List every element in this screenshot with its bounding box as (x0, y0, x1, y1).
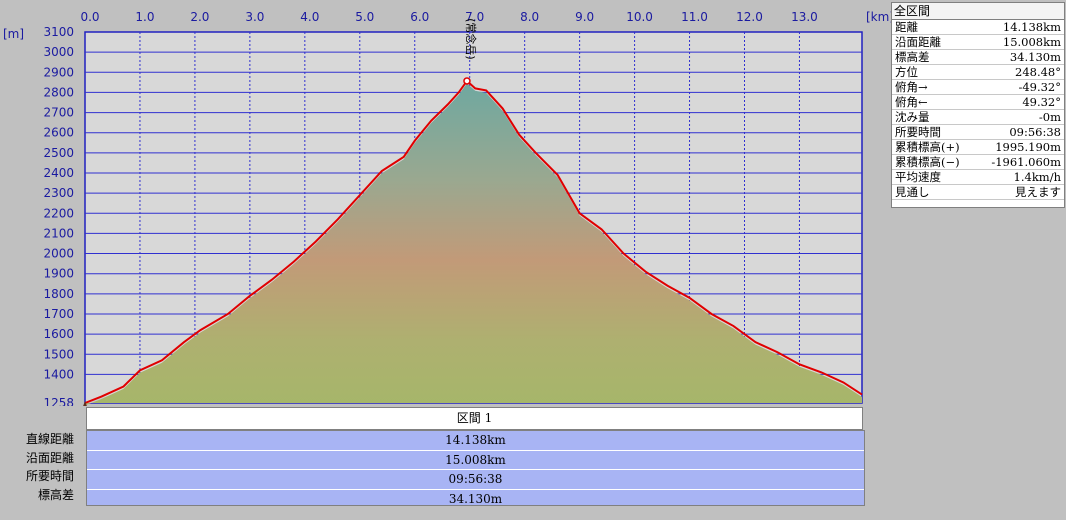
x-tick-label: 4.0 (300, 10, 319, 24)
x-tick-label: 5.0 (355, 10, 374, 24)
stats-label: 見通し (892, 184, 976, 200)
y-tick-label: 2000 (43, 247, 74, 261)
x-tick-label: 7.0 (465, 10, 484, 24)
section-table: 14.138km 15.008km 09:56:38 34.130m (86, 430, 865, 506)
stats-label: 累積標高(−) (892, 154, 976, 170)
x-tick-label: 1.0 (135, 10, 154, 24)
stats-value: 49.32° (975, 94, 1064, 110)
stats-title: 全区間 (892, 3, 1064, 20)
stats-value: 見えます (975, 184, 1064, 200)
stats-value: 248.48° (975, 64, 1064, 80)
stats-label: 累積標高(+) (892, 139, 976, 155)
stats-row: 俯角→ -49.32° (892, 79, 1064, 95)
stats-value: 09:56:38 (975, 124, 1064, 140)
section-value-surface-distance: 15.008km (87, 451, 864, 470)
y-tick-label: 1700 (43, 307, 74, 321)
y-tick-label: 2900 (43, 65, 74, 79)
stats-panel: 全区間 距離 14.138km 沿面距離 15.008km 標高差 34.130m 方位 24… (891, 2, 1065, 208)
y-tick-label: 1600 (43, 327, 74, 341)
y-tick-label: 2500 (43, 146, 74, 160)
stats-label: 俯角← (892, 94, 976, 110)
x-tick-label: 2.0 (190, 10, 209, 24)
stats-row: 累積標高(−) -1961.060m (892, 154, 1064, 170)
x-tick-labels: 0.0 1.0 2.0 3.0 4.0 5.0 6.0 7.0 8.0 9.0 10.0 11.0 12… (80, 10, 817, 24)
y-tick-label: 2600 (43, 126, 74, 140)
y-tick-label: 2400 (43, 166, 74, 180)
stats-row: 標高差 34.130m (892, 49, 1064, 65)
stats-row: 方位 248.48° (892, 64, 1064, 80)
stats-row: 見通し 見えます (892, 184, 1064, 200)
stats-row: 平均速度 1.4km/h (892, 169, 1064, 185)
stats-value: -1961.060m (975, 154, 1064, 170)
stats-label: 距離 (892, 20, 976, 35)
stats-label: 標高差 (892, 49, 976, 65)
stats-label: 所要時間 (892, 124, 976, 140)
y-tick-label: 2800 (43, 85, 74, 99)
section-header[interactable]: 区間 1 (86, 407, 863, 430)
y-tick-label: 2300 (43, 186, 74, 200)
x-tick-label: 11.0 (681, 10, 708, 24)
stats-value: -0m (975, 109, 1064, 125)
stats-row: 累積標高(+) 1995.190m (892, 139, 1064, 155)
terrain-fill-area (85, 83, 862, 406)
y-axis-unit: [m] (3, 27, 25, 41)
y-tick-label: 1900 (43, 267, 74, 281)
x-tick-label: 0.0 (80, 10, 99, 24)
x-tick-label: 12.0 (736, 10, 763, 24)
section-row-labels: 直線距離 沿面距離 所要時間 標高差 (0, 430, 80, 504)
stats-value: 14.138km (975, 20, 1064, 35)
elevation-chart: 0.0 1.0 2.0 3.0 4.0 5.0 6.0 7.0 8.0 9.0 10.0 11.0 12… (43, 10, 863, 406)
terrain-area (85, 83, 862, 406)
y-tick-label: 3100 (43, 25, 74, 39)
x-tick-label: 3.0 (245, 10, 264, 24)
stats-value: 1995.190m (975, 139, 1064, 155)
stats-row: 距離 14.138km (892, 20, 1064, 35)
y-tick-labels: 1258 1400 1500 1600 1700 1800 1900 2000 2100 2200… (43, 25, 74, 406)
x-tick-label: 8.0 (520, 10, 539, 24)
stats-value: 15.008km (975, 34, 1064, 50)
peak-label: (常念岳) (464, 18, 478, 60)
section-value-elevation-diff: 34.130m (448, 491, 503, 506)
stats-row: 沿面距離 15.008km (892, 34, 1064, 50)
stats-row: 所要時間 09:56:38 (892, 124, 1064, 140)
section-value-required-time: 09:56:38 (87, 470, 864, 490)
stats-value: -49.32° (975, 79, 1064, 95)
x-tick-label: 13.0 (791, 10, 818, 24)
row-label-required-time: 所要時間 (25, 469, 74, 483)
y-tick-label: 3000 (43, 45, 74, 59)
y-tick-label: 1400 (43, 367, 74, 381)
row-label-straight-distance: 直線距離 (25, 432, 74, 446)
y-tick-label: 2700 (43, 106, 74, 120)
stats-value: 1.4km/h (975, 169, 1064, 185)
peak-marker (463, 77, 471, 85)
start-marker (83, 401, 87, 406)
stats-label: 方位 (892, 64, 976, 80)
stats-label: 平均速度 (892, 169, 976, 185)
y-tick-label: 2200 (43, 206, 74, 220)
stats-label: 沿面距離 (892, 34, 976, 50)
x-tick-label: 10.0 (626, 10, 653, 24)
y-tick-label: 2100 (43, 226, 74, 240)
row-label-elevation-diff: 標高差 (37, 487, 74, 502)
y-tick-label: 1500 (43, 347, 74, 361)
peak-annotation: (常念岳) (83, 18, 478, 406)
stats-row: 俯角← 49.32° (892, 94, 1064, 110)
stats-label: 俯角→ (892, 79, 976, 95)
section-value-straight-distance: 14.138km (87, 431, 864, 451)
x-axis-unit: [km] (866, 10, 895, 24)
row-label-surface-distance: 沿面距離 (25, 450, 74, 465)
y-tick-label: 1800 (43, 287, 74, 301)
stats-row: 沈み量 -0m (892, 109, 1064, 125)
stats-table: 距離 14.138km 沿面距離 15.008km 標高差 34.130m 方位 248.48… (892, 20, 1064, 200)
x-tick-label: 9.0 (575, 10, 594, 24)
y-tick-label: 1258 (43, 396, 74, 406)
stats-value: 34.130m (975, 49, 1064, 65)
stats-label: 沈み量 (892, 109, 976, 125)
x-tick-label: 6.0 (410, 10, 429, 24)
